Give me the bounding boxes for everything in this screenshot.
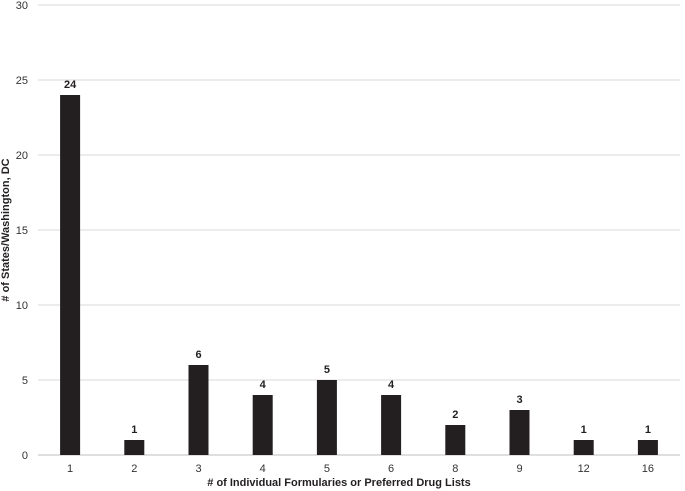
x-tick-label-6: 6 xyxy=(388,463,394,475)
bar-12 xyxy=(573,440,594,455)
x-tick-label-8: 8 xyxy=(452,463,458,475)
bar-9 xyxy=(509,410,530,455)
x-axis-ticks: 1 2 3 4 5 6 8 9 12 16 xyxy=(67,463,654,475)
y-tick-label-5: 5 xyxy=(22,375,28,387)
bar-5 xyxy=(316,380,337,455)
data-label-12: 1 xyxy=(581,424,587,436)
data-label-5: 5 xyxy=(324,364,330,376)
x-tick-label-1: 1 xyxy=(67,463,73,475)
gridlines xyxy=(38,4,680,381)
y-tick-label-10: 10 xyxy=(16,300,28,312)
bar-2 xyxy=(124,440,145,455)
data-label-3: 6 xyxy=(195,349,201,361)
y-tick-label-30: 30 xyxy=(16,0,28,12)
bar-3 xyxy=(188,365,209,455)
x-tick-label-12: 12 xyxy=(578,463,590,475)
bar-1 xyxy=(60,95,81,455)
y-tick-label-0: 0 xyxy=(22,450,28,462)
data-label-6: 4 xyxy=(388,379,395,391)
y-tick-label-20: 20 xyxy=(16,150,28,162)
y-tick-label-15: 15 xyxy=(16,225,28,237)
bar-8 xyxy=(445,425,466,455)
x-tick-label-4: 4 xyxy=(260,463,266,475)
x-tick-label-9: 9 xyxy=(516,463,522,475)
data-label-1: 24 xyxy=(64,79,77,91)
data-labels: 24 1 6 4 5 4 2 3 1 1 xyxy=(64,79,651,436)
y-axis-ticks: 0 5 10 15 20 25 30 xyxy=(16,0,28,462)
y-tick-label-25: 25 xyxy=(16,75,28,87)
bar-16 xyxy=(637,440,658,455)
x-tick-label-5: 5 xyxy=(324,463,330,475)
bar-6 xyxy=(381,395,402,455)
x-tick-label-2: 2 xyxy=(131,463,137,475)
x-tick-label-16: 16 xyxy=(642,463,654,475)
data-label-4: 4 xyxy=(260,379,267,391)
y-axis-title: # of States/Washington, DC xyxy=(0,158,12,301)
data-label-9: 3 xyxy=(516,394,522,406)
x-tick-label-3: 3 xyxy=(195,463,201,475)
bars xyxy=(60,95,658,455)
data-label-2: 1 xyxy=(131,424,137,436)
data-label-16: 1 xyxy=(645,424,651,436)
bar-4 xyxy=(252,395,273,455)
x-axis-title: # of Individual Formularies or Preferred… xyxy=(207,477,470,489)
data-label-8: 2 xyxy=(452,409,458,421)
